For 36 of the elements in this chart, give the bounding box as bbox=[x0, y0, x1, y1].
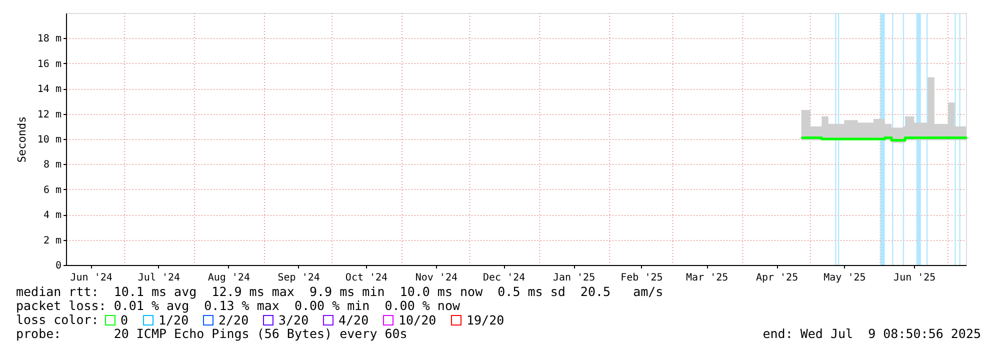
x-tick-label: May '25 bbox=[824, 272, 866, 284]
text: packet loss: 0.01 % avg 0.13 % max 0.00 % min 0.00 % now bbox=[16, 298, 460, 313]
y-tick-label: 12 m bbox=[37, 109, 62, 120]
y-tick-label: 18 m bbox=[37, 34, 62, 45]
y-tick-label: 4 m bbox=[43, 210, 62, 222]
x-tick-label: Oct '24 bbox=[345, 272, 388, 284]
legend-label: 2/20 bbox=[218, 312, 249, 328]
legend-label: 4/20 bbox=[338, 312, 369, 328]
y-tick-label: 8 m bbox=[43, 160, 62, 171]
legend-label: 10/20 bbox=[398, 312, 436, 328]
y-tick-label: 14 m bbox=[37, 84, 62, 96]
text: median rtt: 10.1 ms avg 12.9 ms max 9.9 ms min 10.0 ms now 0.5 ms sd 20.5 am/s bbox=[16, 284, 664, 299]
x-tick-label: Jun '24 bbox=[70, 272, 112, 284]
text: probe: 20 ICMP Echo Pings (56 Bytes) every 60s bbox=[16, 326, 408, 341]
y-tick-label: 6 m bbox=[43, 184, 62, 196]
x-tick-label: Sep '24 bbox=[278, 272, 320, 284]
legend-label: 19/20 bbox=[466, 312, 504, 328]
x-tick-label: Mar '25 bbox=[686, 272, 728, 284]
legend-title: loss color: bbox=[16, 312, 99, 327]
text: end: Wed Jul 9 08:50:56 2025 bbox=[762, 326, 981, 341]
x-tick-label: Apr '25 bbox=[756, 272, 798, 284]
legend-label: 1/20 bbox=[158, 312, 189, 328]
x-tick-label: Feb '25 bbox=[620, 272, 663, 284]
x-tick-label: Jun '25 bbox=[894, 272, 936, 284]
y-tick-label: 16 m bbox=[37, 58, 62, 70]
x-tick-label: Dec '24 bbox=[483, 272, 526, 284]
y-axis-title: Seconds bbox=[15, 116, 28, 163]
x-tick-label: Nov '24 bbox=[415, 272, 458, 284]
legend-label: 3/20 bbox=[278, 312, 309, 328]
x-tick-label: Jan '25 bbox=[552, 272, 596, 284]
y-tick-label: 0 bbox=[55, 260, 62, 272]
x-tick-label: Jul '24 bbox=[138, 272, 180, 284]
x-tick-label: Aug '24 bbox=[208, 272, 250, 284]
legend-label: 0 bbox=[120, 312, 128, 328]
y-tick-label: 10 m bbox=[37, 134, 62, 146]
y-tick-label: 2 m bbox=[43, 235, 62, 246]
